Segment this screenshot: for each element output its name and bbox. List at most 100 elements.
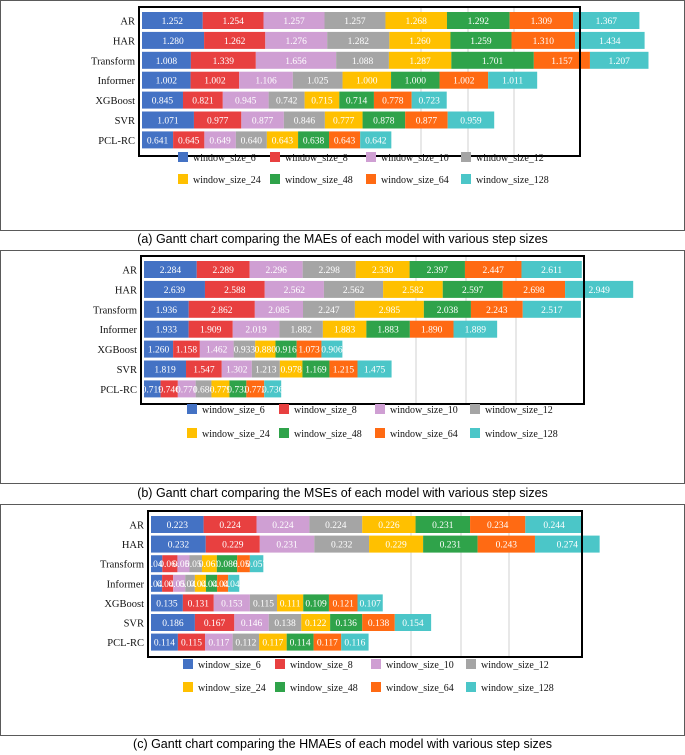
category-label: XGBoost [104, 599, 144, 610]
bar-segment [355, 261, 410, 278]
bar-segment [144, 360, 187, 378]
bar-value-label: 0.732 [227, 385, 249, 395]
bar-value-label: 2.296 [265, 266, 287, 276]
bar-segment [409, 261, 465, 278]
bar-value-label: 0.977 [207, 117, 229, 127]
bar-value-label: 1.936 [156, 306, 178, 316]
bar-value-label: 1.106 [255, 77, 277, 87]
bar-value-label: 0.224 [219, 521, 241, 531]
bar-segment [201, 555, 217, 573]
bar-segment [237, 555, 250, 573]
bar-value-label: 1.169 [305, 366, 327, 376]
category-label: AR [120, 17, 135, 28]
bar-segment [216, 555, 238, 573]
bar-value-label: 1.215 [333, 366, 355, 376]
bar-value-label: 0.645 [178, 136, 200, 146]
bar-segment [366, 320, 410, 338]
bar-segment [151, 574, 163, 592]
bar-value-label: 0.047 [146, 580, 168, 590]
legend-swatch [178, 174, 188, 184]
bar-segment [202, 12, 264, 29]
bar-value-label: 1.889 [465, 326, 487, 336]
bar-value-label: 1.000 [356, 77, 378, 87]
bar-segment [151, 555, 163, 573]
bar-segment [383, 280, 443, 298]
bar-value-label: 0.933 [234, 346, 256, 356]
category-label: XGBoost [97, 345, 137, 356]
bar-segment [341, 633, 369, 651]
bar-value-label: 0.715 [311, 97, 333, 107]
bar-value-label: 0.229 [385, 541, 407, 551]
bar-segment [259, 535, 315, 553]
bar-value-label: 0.779 [210, 385, 232, 395]
bar-segment [235, 131, 267, 149]
bar-segment [488, 71, 538, 89]
bar-value-label: 2.562 [284, 286, 306, 296]
bar-value-label: 0.846 [294, 117, 316, 127]
bar-segment [142, 111, 194, 129]
bar-segment [144, 300, 189, 318]
bar-value-label: 2.284 [160, 266, 182, 276]
legend-swatch [178, 152, 188, 162]
bar-value-label: 1.547 [193, 366, 215, 376]
bar-segment [389, 31, 451, 49]
bar-value-label: 0.121 [333, 599, 355, 609]
legend-swatch [279, 404, 289, 414]
bar-segment [151, 535, 206, 553]
bar-value-label: 1.207 [609, 57, 631, 67]
category-label: Transform [93, 305, 137, 316]
bar-value-label: 0.047 [201, 580, 223, 590]
bar-segment [451, 51, 534, 69]
bar-value-label: 0.777 [333, 117, 355, 127]
legend-label: window_size_8 [294, 405, 357, 416]
category-label: AR [129, 521, 144, 532]
bar-segment [255, 51, 337, 69]
bar-segment [303, 594, 329, 612]
bar-segment [329, 131, 361, 149]
bar-value-label: 0.638 [303, 136, 325, 146]
bar-segment [324, 12, 386, 29]
bar-value-label: 1.819 [154, 366, 176, 376]
bar-segment [182, 594, 214, 612]
bar-segment [185, 574, 195, 592]
category-label: SVR [117, 365, 137, 376]
bar-value-label: 2.588 [224, 286, 246, 296]
bar-value-label: 0.138 [274, 619, 296, 629]
bar-value-label: 1.257 [283, 17, 305, 27]
bar-value-label: 0.845 [152, 97, 174, 107]
bar-value-label: 2.019 [245, 326, 267, 336]
legend-label: window_size_10 [381, 153, 449, 164]
bar-segment [391, 71, 440, 89]
legend-swatch [461, 174, 471, 184]
bar-value-label: 1.292 [468, 17, 490, 27]
bar-value-label: 0.114 [290, 639, 311, 649]
bar-segment [144, 340, 174, 358]
bar-value-label: 0.053 [185, 560, 207, 570]
bar-value-label: 2.298 [319, 266, 341, 276]
bar-segment [521, 261, 582, 278]
bar-value-label: 1.002 [204, 77, 226, 87]
caption-b: (b) Gantt chart comparing the MSEs of ea… [137, 486, 548, 500]
bar-value-label: 1.008 [156, 57, 178, 67]
bar-segment [173, 131, 205, 149]
bar-segment [266, 131, 299, 149]
bar-segment [304, 91, 340, 109]
bar-value-label: 0.117 [317, 639, 338, 649]
category-label: Informer [98, 76, 136, 87]
bar-segment [357, 594, 383, 612]
bar-segment [470, 516, 526, 533]
bar-value-label: 0.047 [157, 580, 179, 590]
category-label: SVR [115, 116, 135, 127]
bar-value-label: 0.107 [359, 599, 381, 609]
bar-segment [241, 111, 284, 129]
bar-segment [217, 574, 229, 592]
bar-segment [369, 535, 424, 553]
bar-segment [292, 71, 343, 89]
bar-value-label: 0.916 [275, 346, 297, 356]
legend-label: window_size_48 [290, 683, 358, 694]
legend-swatch [375, 428, 385, 438]
category-label: HAR [115, 285, 137, 296]
legend-label: window_size_8 [290, 660, 353, 671]
bar-segment [357, 360, 392, 378]
bar-value-label: 0.232 [168, 541, 190, 551]
